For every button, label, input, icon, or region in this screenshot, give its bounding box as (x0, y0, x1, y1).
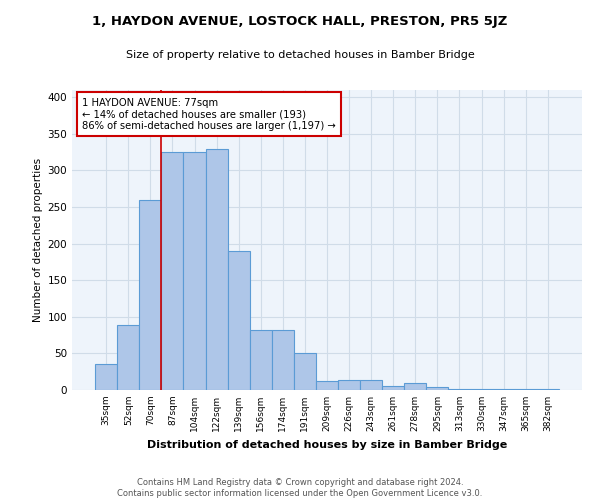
Text: 1, HAYDON AVENUE, LOSTOCK HALL, PRESTON, PR5 5JZ: 1, HAYDON AVENUE, LOSTOCK HALL, PRESTON,… (92, 15, 508, 28)
Bar (294, 354, 316, 390)
Bar (227, 251, 250, 390)
Bar (382, 386, 404, 390)
Bar (95, 364, 117, 390)
Bar (316, 381, 338, 390)
Bar (206, 148, 227, 390)
Text: 1 HAYDON AVENUE: 77sqm
← 14% of detached houses are smaller (193)
86% of semi-de: 1 HAYDON AVENUE: 77sqm ← 14% of detached… (82, 98, 336, 130)
Bar (404, 384, 427, 390)
X-axis label: Distribution of detached houses by size in Bamber Bridge: Distribution of detached houses by size … (147, 440, 507, 450)
Bar (338, 380, 360, 390)
Bar (139, 200, 161, 390)
Bar (537, 388, 559, 390)
Bar (184, 152, 206, 390)
Bar (448, 388, 470, 390)
Bar (427, 387, 448, 390)
Text: Size of property relative to detached houses in Bamber Bridge: Size of property relative to detached ho… (125, 50, 475, 60)
Y-axis label: Number of detached properties: Number of detached properties (33, 158, 43, 322)
Bar (250, 330, 272, 390)
Bar (272, 330, 294, 390)
Text: Contains HM Land Registry data © Crown copyright and database right 2024.
Contai: Contains HM Land Registry data © Crown c… (118, 478, 482, 498)
Bar (161, 152, 184, 390)
Bar (117, 325, 139, 390)
Bar (360, 380, 382, 390)
